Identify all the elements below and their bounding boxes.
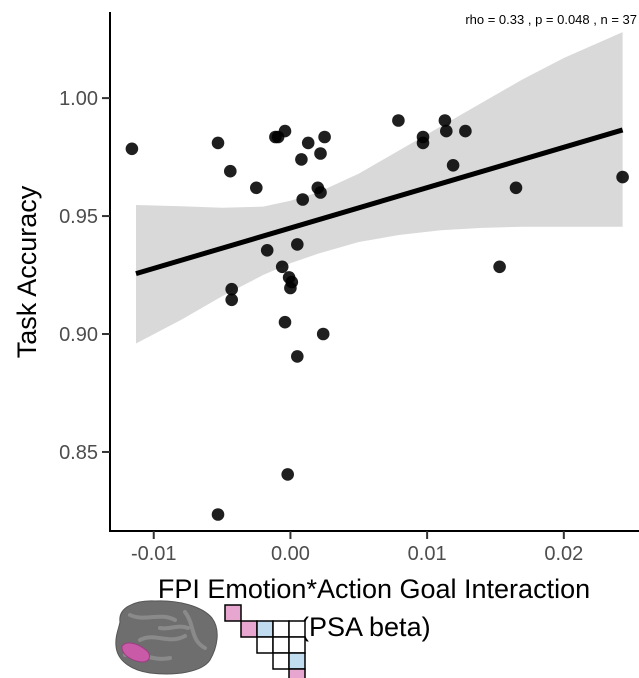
data-point (211, 136, 225, 150)
data-point (509, 181, 523, 195)
data-point (224, 164, 237, 178)
data-point (249, 181, 263, 195)
data-point (211, 508, 225, 521)
matrix-cell (256, 620, 274, 638)
x-tick-label: -0.01 (131, 543, 177, 565)
data-point (446, 159, 460, 172)
matrix-cell (288, 620, 306, 638)
x-tick-label: 0.01 (408, 543, 447, 565)
data-point (296, 193, 310, 206)
x-axis-title-line1: FPI Emotion*Action Goal Interaction (158, 574, 590, 604)
y-tick-label: 1.00 (59, 88, 98, 110)
data-point (318, 130, 331, 144)
confidence-band (136, 32, 623, 344)
matrix-cell (288, 652, 306, 670)
stat-annotation: rho = 0.33 , p = 0.048 , n = 37 (465, 12, 637, 27)
matrix-cell (272, 652, 290, 670)
y-axis-title: Task Accuracy (12, 185, 42, 358)
data-point (438, 114, 452, 127)
data-point (392, 114, 405, 127)
x-tick-layer: -0.01 0.00 0.01 0.02 (131, 531, 583, 565)
y-tick-label: 0.90 (59, 324, 98, 346)
matrix-cell (224, 604, 242, 622)
brain-highlight-region (121, 642, 150, 663)
data-point (493, 260, 506, 274)
data-point (260, 244, 274, 257)
data-point (316, 327, 330, 341)
data-point (295, 153, 308, 166)
data-point (416, 136, 430, 150)
data-point (440, 124, 453, 138)
data-point (291, 350, 304, 363)
x-tick-label: 0.00 (271, 543, 310, 565)
y-tick-layer: 0.85 0.90 0.95 1.00 (59, 88, 110, 464)
brain-icon (115, 600, 218, 675)
data-point (125, 142, 139, 156)
matrix-cell (288, 668, 306, 678)
points-layer (125, 114, 629, 521)
matrix-cell (240, 620, 258, 638)
y-tick-label: 0.95 (59, 206, 98, 228)
data-point (291, 238, 304, 251)
data-point (314, 186, 327, 199)
confidence-band-layer (136, 32, 623, 344)
data-point (278, 315, 292, 329)
matrix-cell (272, 620, 290, 638)
data-point (285, 275, 299, 289)
matrix-cell (256, 636, 274, 654)
data-point (275, 260, 289, 274)
x-axis-title-line2: (PSA beta) (300, 612, 431, 642)
y-tick-label: 0.85 (59, 442, 98, 464)
matrix-cell (272, 636, 290, 654)
data-point (225, 293, 238, 307)
matrix-icon (224, 604, 306, 678)
data-point (281, 468, 295, 481)
data-point (301, 136, 315, 150)
data-point (314, 147, 327, 160)
data-point (616, 170, 629, 184)
x-tick-label: 0.02 (544, 543, 583, 565)
data-point (278, 124, 292, 138)
data-point (225, 282, 238, 296)
fit-line-layer (135, 127, 624, 277)
matrix-cell (288, 636, 306, 654)
data-point (459, 124, 472, 138)
regression-line (135, 127, 624, 277)
